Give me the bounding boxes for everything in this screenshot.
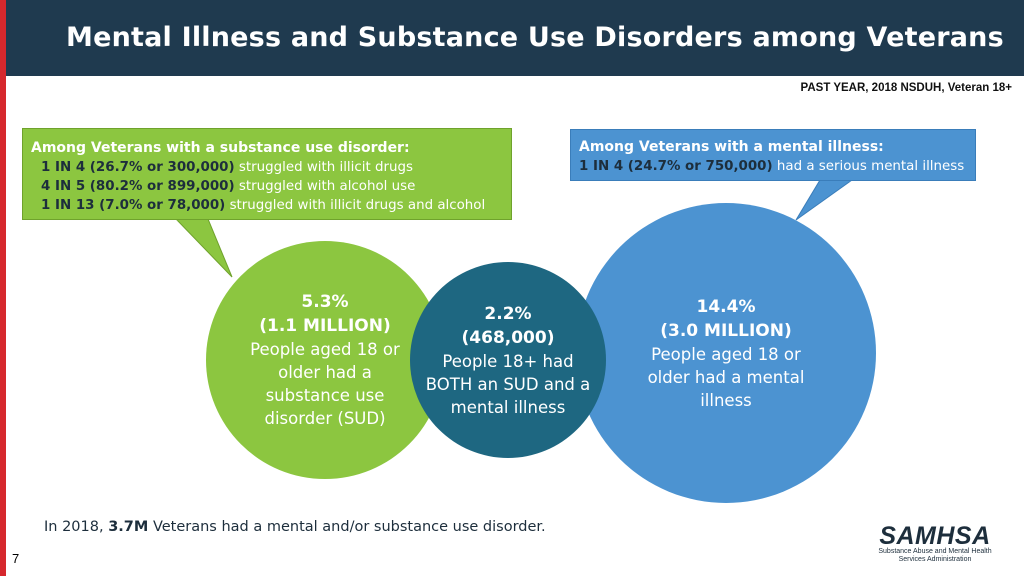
footer-summary: In 2018, 3.7M Veterans had a mental and/… — [44, 519, 546, 535]
logo-subtitle-line-2: Services Administration — [898, 556, 972, 563]
left-accent-bar — [0, 0, 6, 576]
sud-stat-alcohol: 4 IN 5 (80.2% or 899,000) — [41, 179, 235, 194]
both-circle-description: People 18+ had BOTH an SUD and a mental … — [425, 351, 591, 417]
mi-circle-count: (3.0 MILLION) — [660, 320, 792, 341]
sud-callout-line: 1 IN 13 (7.0% or 78,000) struggled with … — [31, 196, 511, 215]
sud-desc-alcohol: struggled with alcohol use — [238, 179, 416, 194]
mi-desc-serious: had a serious mental illness — [776, 159, 965, 174]
logo-wordmark: SAMHSA — [879, 522, 991, 550]
mi-callout: Among Veterans with a mental illness: 1 … — [570, 129, 976, 181]
footer-total: 3.7M — [108, 519, 149, 535]
sud-stat-drugs-and-alcohol: 1 IN 13 (7.0% or 78,000) — [41, 198, 226, 213]
both-circle-percent: 2.2% — [484, 303, 532, 324]
sud-circle: 5.3% (1.1 MILLION) People aged 18 or old… — [206, 241, 444, 479]
page-number: 7 — [12, 551, 20, 566]
sud-callout-line: 4 IN 5 (80.2% or 899,000) struggled with… — [31, 177, 511, 196]
sud-circle-percent: 5.3% — [301, 292, 349, 312]
mi-circle-percent: 14.4% — [696, 296, 756, 317]
sud-stat-illicit-drugs: 1 IN 4 (26.7% or 300,000) — [41, 160, 235, 175]
page-title: Mental Illness and Substance Use Disorde… — [66, 22, 1004, 53]
both-circle-count: (468,000) — [461, 327, 555, 348]
footer-suffix: Veterans had a mental and/or substance u… — [152, 519, 546, 535]
mi-callout-tail — [795, 179, 854, 221]
source-label: PAST YEAR, 2018 NSDUH, Veteran 18+ — [800, 82, 1012, 94]
sud-circle-count: (1.1 MILLION) — [259, 316, 391, 336]
sud-desc-illicit-drugs: struggled with illicit drugs — [238, 160, 413, 175]
mi-callout-heading: Among Veterans with a mental illness: — [579, 139, 884, 155]
co-occurring-circle: 2.2% (468,000) People 18+ had BOTH an SU… — [410, 262, 606, 458]
mi-stat-serious: 1 IN 4 (24.7% or 750,000) — [579, 159, 773, 174]
sud-callout: Among Veterans with a substance use diso… — [22, 128, 512, 220]
sud-circle-description: People aged 18 or older had a substance … — [250, 340, 400, 428]
samhsa-logo: SAMHSA Substance Abuse and Mental Health… — [870, 524, 1000, 564]
mental-illness-circle: 14.4% (3.0 MILLION) People aged 18 or ol… — [576, 203, 876, 503]
sud-callout-tail — [174, 218, 233, 278]
title-bar — [6, 0, 1024, 76]
footer-prefix: In 2018, — [44, 519, 104, 535]
sud-desc-drugs-and-alcohol: struggled with illicit drugs and alcohol — [229, 198, 486, 213]
sud-callout-line: 1 IN 4 (26.7% or 300,000) struggled with… — [31, 158, 511, 177]
mi-circle-description: People aged 18 or older had a mental ill… — [647, 344, 805, 410]
logo-subtitle-line-1: Substance Abuse and Mental Health — [878, 548, 992, 555]
sud-callout-heading: Among Veterans with a substance use diso… — [31, 140, 410, 156]
mi-callout-line: 1 IN 4 (24.7% or 750,000) had a serious … — [579, 157, 975, 176]
